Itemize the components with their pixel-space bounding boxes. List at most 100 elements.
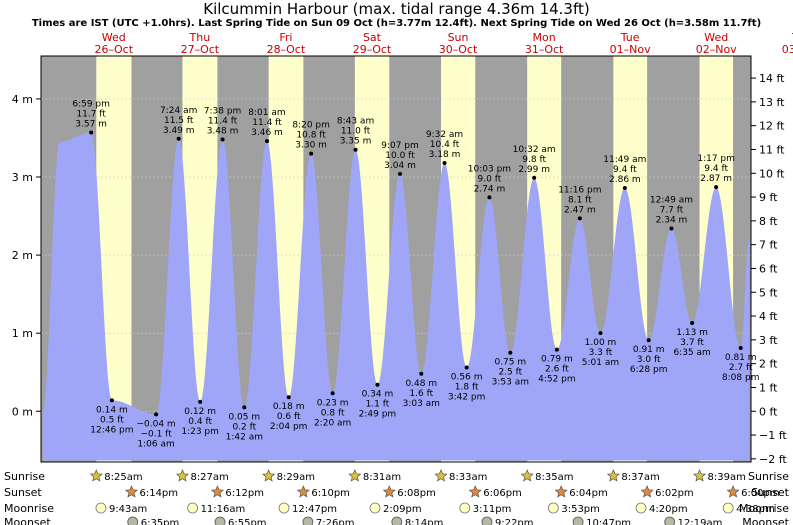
right-axis-label: 1 ft <box>759 381 778 394</box>
tide-m-label: 3.04 m <box>384 161 416 171</box>
tide-point <box>577 216 582 221</box>
tide-ft-label: 11.4 ft <box>252 118 282 128</box>
left-axis-label: 4 m <box>12 93 33 106</box>
day-header-cell <box>699 30 734 56</box>
tide-time-label: 8:20 pm <box>292 121 330 131</box>
moonrise-time-label: 11:16am <box>201 504 246 515</box>
tide-point <box>154 412 159 417</box>
tide-time-label: 11:16 pm <box>558 185 601 195</box>
tide-point <box>286 395 291 400</box>
tide-time-label: 12:46 pm <box>90 425 133 435</box>
tide-area <box>42 132 750 461</box>
tide-time-label: 1:42 am <box>226 432 263 442</box>
day-header-cell <box>268 30 304 56</box>
sunrise-time-label: 8:29am <box>277 472 315 483</box>
tide-point <box>487 195 492 200</box>
tide-time-label: 3:53 am <box>492 378 529 388</box>
tide-ft-label: 3.7 ft <box>680 338 704 348</box>
tide-m-label: 0.23 m <box>317 398 349 408</box>
right-axis-label: 3 ft <box>759 334 778 347</box>
day-date-label: 27–Oct <box>181 43 220 56</box>
sunset-time-label: 6:08pm <box>397 488 436 499</box>
day-name-label: Tue <box>620 31 640 44</box>
moonset-icon <box>481 516 493 525</box>
tide-m-label: 0.81 m <box>725 353 757 363</box>
tide-m-label: 0.12 m <box>184 407 216 417</box>
tide-point <box>330 391 335 396</box>
sunset-time-label: 6:04pm <box>569 488 608 499</box>
tide-ft-label: 2.7 ft <box>729 363 753 373</box>
day-name-label: Wed <box>704 31 728 44</box>
tide-time-label: 10:03 pm <box>468 164 511 174</box>
right-axis-label: −2 ft <box>759 453 787 466</box>
tide-ft-label: 0.4 ft <box>188 417 212 427</box>
tide-m-label: 0.48 m <box>405 379 437 389</box>
moonrise-time-label: 2:09pm <box>383 504 422 515</box>
tide-m-label: 2.99 m <box>518 165 550 175</box>
day-header-cell <box>785 30 793 56</box>
sunrise-icon <box>348 469 362 482</box>
tide-m-label: 3.57 m <box>75 120 107 130</box>
tide-time-label: 2:04 pm <box>270 422 308 432</box>
tide-ft-label: 1.8 ft <box>455 383 479 393</box>
sunset-icon <box>296 485 310 498</box>
tide-time-label: 9:32 am <box>426 130 463 140</box>
day-date-label: 28–Oct <box>267 43 306 56</box>
plot-frame <box>40 55 752 463</box>
tide-m-label: 1.00 m <box>585 338 617 348</box>
tide-ft-label: 9.4 ft <box>613 165 637 175</box>
moonrise-time-label: 12:47pm <box>292 504 337 515</box>
tide-m-label: 0.18 m <box>273 402 305 412</box>
tide-point <box>532 175 537 180</box>
day-date-label: 01–Nov <box>610 43 651 56</box>
tide-point <box>353 147 358 152</box>
tide-point <box>669 226 674 231</box>
tide-time-label: 12:49 am <box>650 196 693 206</box>
moonset-icon <box>127 516 139 525</box>
sunrise-icon <box>520 469 534 482</box>
tide-m-label: 3.30 m <box>295 141 327 151</box>
day-name-label: Thu <box>791 31 793 44</box>
tide-point <box>176 136 181 141</box>
tide-m-label: −0.04 m <box>136 419 175 429</box>
moonrise-icon <box>459 502 471 514</box>
tide-m-label: 2.74 m <box>474 184 506 194</box>
moonset-icon <box>664 516 676 525</box>
tide-point <box>398 171 403 176</box>
sunset-time-label: 6:14pm <box>139 488 178 499</box>
tide-m-label: 2.86 m <box>609 175 641 185</box>
tide-m-label: 0.75 m <box>494 358 526 368</box>
moonrise-time-label: 3:11pm <box>473 504 512 515</box>
tide-point <box>690 321 695 326</box>
tide-point <box>738 346 743 351</box>
tide-ft-label: 9.8 ft <box>522 155 546 165</box>
right-axis-label: 12 ft <box>759 120 785 133</box>
sunrise-icon <box>692 469 707 482</box>
tide-m-label: 1.13 m <box>676 328 708 338</box>
tide-point <box>464 365 469 370</box>
sunset-time-label: 6:00pm <box>741 488 780 499</box>
sunrise-time-label: 8:27am <box>190 472 228 483</box>
tide-time-label: 8:01 am <box>248 108 285 118</box>
right-axis-label: 11 ft <box>759 143 785 156</box>
sunrise-icon <box>89 469 103 482</box>
tide-point <box>309 151 314 156</box>
right-axis-label: 4 ft <box>759 310 778 323</box>
day-date-label: 26–Oct <box>95 43 134 56</box>
moonset-icon <box>214 516 226 525</box>
tide-time-label: 1:23 pm <box>181 427 219 437</box>
right-axis-label: 5 ft <box>759 286 778 299</box>
page-title: Kilcummin Harbour (max. tidal range 4.36… <box>203 0 590 18</box>
tide-ft-label: 3.3 ft <box>589 348 613 358</box>
tide-m-label: 2.47 m <box>564 205 596 215</box>
sunset-icon <box>124 485 139 498</box>
day-name-label: Mon <box>532 31 555 44</box>
moonset-time-label: 10:47pm <box>586 518 631 525</box>
right-axis-label: 13 ft <box>759 96 785 109</box>
moonrise-time-label: 3:53pm <box>561 504 600 515</box>
sunset-time-label: 6:12pm <box>225 488 264 499</box>
tide-ft-label: 3.0 ft <box>637 355 661 365</box>
day-name-label: Sun <box>448 31 469 44</box>
tide-point <box>714 185 719 190</box>
moonset-icon <box>391 516 403 525</box>
